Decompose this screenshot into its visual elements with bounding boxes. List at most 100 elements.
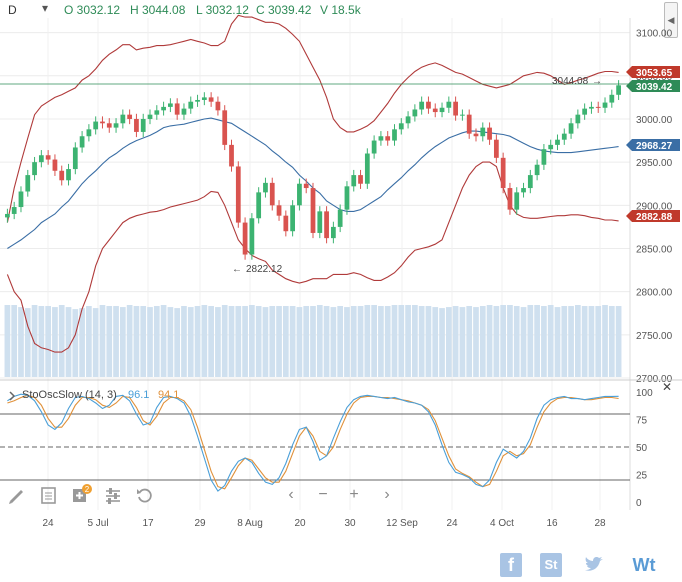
- volume-bar: [459, 307, 466, 377]
- candle-body: [330, 226, 336, 239]
- volume-bar: [452, 306, 459, 377]
- zoom-out-icon[interactable]: −: [318, 486, 328, 503]
- volume-bar: [466, 306, 473, 377]
- volume-bar: [350, 306, 357, 377]
- candle-body: [113, 123, 119, 128]
- twitter-icon[interactable]: [582, 553, 606, 577]
- facebook-icon[interactable]: f: [500, 553, 522, 577]
- candle-body: [174, 103, 180, 115]
- candle-body: [134, 118, 139, 132]
- stochastic-panel: 100 75 50 25 0: [0, 388, 653, 509]
- volume-bar: [418, 306, 425, 377]
- price-tick-label: 2900.00: [636, 201, 673, 212]
- volume-bar: [391, 305, 398, 377]
- candle-body: [324, 211, 329, 239]
- reset-icon[interactable]: [134, 484, 156, 506]
- volume-bar: [615, 306, 622, 377]
- candle-body: [493, 139, 499, 158]
- stocktwits-icon[interactable]: St: [540, 553, 562, 577]
- volume-bar: [493, 306, 500, 377]
- volume-bar: [398, 305, 405, 377]
- volume-bar: [201, 305, 208, 377]
- price-tag-middle-text: 2968.27: [636, 141, 673, 152]
- volume-bar: [595, 306, 602, 377]
- settings-sliders-icon[interactable]: [102, 484, 124, 506]
- volume-bar: [133, 306, 140, 377]
- scroll-right-icon[interactable]: ›: [384, 486, 390, 503]
- volume-bar: [412, 305, 418, 377]
- close-oscillator-icon[interactable]: ✕: [662, 380, 672, 394]
- volume-bar: [316, 305, 323, 377]
- volume-bar: [500, 305, 507, 377]
- notes-icon[interactable]: [38, 484, 60, 506]
- price-tag-middle: 2968.27: [626, 139, 680, 152]
- candle-body: [575, 114, 581, 124]
- candle-body: [38, 155, 44, 163]
- volume-bar: [269, 306, 276, 377]
- candle-body: [480, 127, 486, 137]
- candle-body: [154, 110, 160, 115]
- scroll-left-icon[interactable]: ‹: [288, 486, 294, 503]
- oscillator-tick-label: 100: [636, 388, 653, 399]
- volume-bar: [344, 307, 350, 377]
- price-tag-lower-bg: [626, 210, 680, 222]
- candle-body: [229, 144, 234, 167]
- candle-body: [100, 121, 105, 124]
- candle-body: [398, 123, 404, 130]
- date-tick-label: 20: [294, 518, 306, 529]
- candle-body: [337, 209, 343, 227]
- candle-body: [297, 183, 302, 206]
- candle-body: [11, 207, 17, 214]
- add-indicator-icon[interactable]: 2: [70, 484, 92, 506]
- indicator-count-badge: 2: [85, 485, 90, 494]
- high-marker-label: 3044.08: [552, 76, 589, 87]
- volume-bar: [507, 305, 513, 377]
- oscillator-tick-label: 75: [636, 416, 648, 427]
- candle-body: [161, 106, 166, 111]
- pencil-icon[interactable]: [6, 484, 28, 506]
- candle-body: [222, 110, 228, 145]
- chevron-down-icon[interactable]: ▾: [42, 1, 49, 15]
- price-tick-label: 3100.00: [636, 29, 673, 40]
- volume-bar: [11, 305, 18, 377]
- candle-body: [616, 85, 621, 95]
- low-marker-label: 2822.12: [246, 264, 283, 275]
- volume-bar: [255, 306, 262, 377]
- collapse-panel-icon[interactable]: ◀: [664, 2, 678, 38]
- volume-bar: [187, 307, 194, 377]
- candle-body: [541, 149, 547, 165]
- candle-body: [426, 101, 431, 109]
- candle-body: [473, 133, 479, 137]
- volume-bar: [588, 306, 595, 377]
- candle-body: [208, 97, 214, 102]
- candle-body: [140, 118, 146, 132]
- price-tag-upper: 3053.65: [626, 66, 680, 79]
- candle-body: [181, 108, 187, 115]
- price-tick-label: 2950.00: [636, 158, 673, 169]
- candle-body: [453, 101, 458, 116]
- candle-body: [290, 205, 296, 232]
- close-value: C 3039.42: [256, 3, 312, 17]
- oscillator-collapse-icon: [9, 391, 16, 401]
- volume-bar: [194, 306, 201, 377]
- wt-icon[interactable]: Wt: [632, 555, 656, 575]
- volume-bar: [119, 307, 126, 377]
- candle-body: [127, 114, 133, 119]
- interval-select[interactable]: D: [8, 3, 17, 17]
- candle-body: [276, 205, 282, 216]
- oscillator-d-value: 94.1: [158, 389, 179, 401]
- candle-body: [568, 123, 574, 134]
- volume-bar: [4, 305, 11, 377]
- open-value: O 3032.12: [64, 3, 121, 17]
- candle-body: [310, 188, 316, 233]
- volume-bar: [554, 307, 561, 377]
- stoch-k-line: [7, 393, 619, 492]
- volume-bar: [371, 305, 377, 377]
- date-axis: 24 5 Jul 17 29 8 Aug 20 30 12 Sep 24 4 Oct 16 28: [42, 518, 606, 529]
- high-value: H 3044.08: [130, 3, 186, 17]
- candle-body: [242, 222, 248, 255]
- candle-body: [66, 169, 71, 181]
- candle-body: [106, 123, 112, 128]
- zoom-in-icon[interactable]: +: [349, 486, 359, 503]
